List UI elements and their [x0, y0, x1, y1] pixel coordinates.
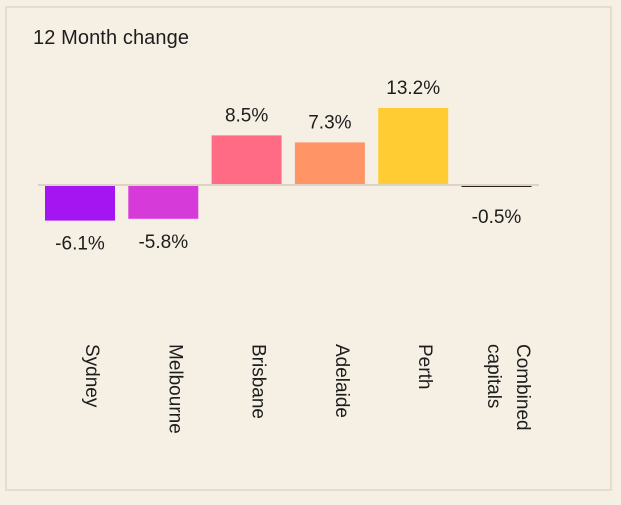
value-label-brisbane: 8.5%	[225, 105, 268, 126]
category-label-adelaide: Adelaide	[331, 344, 352, 418]
bar-sydney	[45, 185, 115, 221]
chart-title: 12 Month change	[33, 27, 190, 49]
value-label-combined-capitals: -0.5%	[472, 207, 522, 228]
chart-card	[5, 6, 612, 491]
bar-adelaide	[294, 142, 365, 185]
bar-perth	[378, 108, 449, 185]
category-label-combined-capitals: Combinedcapitals	[483, 344, 533, 431]
category-label-brisbane: Brisbane	[248, 344, 269, 419]
bar-melbourne	[128, 185, 199, 219]
category-label-melbourne: Melbourne	[164, 344, 185, 434]
value-label-melbourne: -5.8%	[138, 232, 188, 253]
category-label-perth: Perth	[414, 344, 435, 389]
value-label-sydney: -6.1%	[55, 234, 105, 255]
value-labels-layer: -6.1% -5.8% 8.5% 7.3% 13.2% -0.5%	[55, 78, 521, 255]
value-label-adelaide: 7.3%	[308, 112, 351, 133]
value-label-perth: 13.2%	[386, 78, 440, 99]
category-label-sydney: Sydney	[81, 344, 102, 408]
bars-layer	[45, 108, 532, 221]
category-labels-layer: Sydney Melbourne Brisbane Adelaide Perth Comb…	[81, 344, 533, 434]
bar-brisbane	[211, 135, 282, 185]
